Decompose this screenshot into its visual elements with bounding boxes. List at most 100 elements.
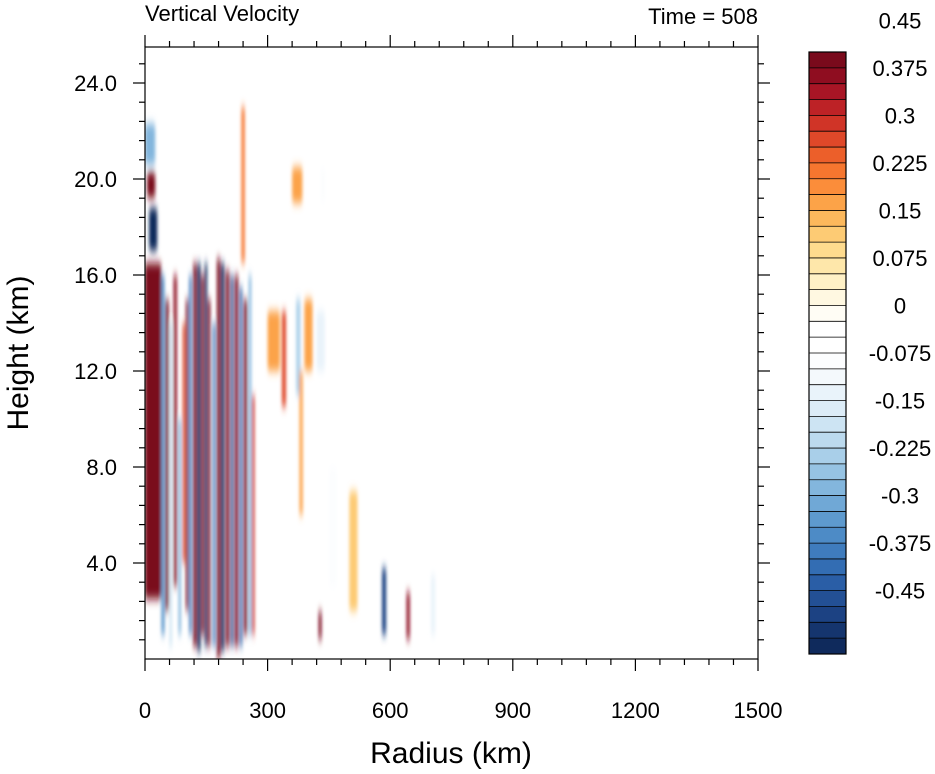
colorbar bbox=[808, 51, 847, 655]
colorbar-label: 0.3 bbox=[885, 103, 916, 128]
colorbar-swatch bbox=[809, 210, 846, 227]
colorbar-swatch bbox=[809, 448, 846, 465]
colorbar-swatch bbox=[809, 194, 846, 211]
velocity-cell-27 bbox=[241, 107, 245, 263]
colorbar-swatch bbox=[809, 337, 846, 354]
colorbar-label: 0 bbox=[894, 293, 906, 318]
colorbar-swatch bbox=[809, 384, 846, 401]
velocity-cell-31 bbox=[299, 371, 303, 515]
chart-title-left: Vertical Velocity bbox=[145, 1, 299, 26]
colorbar-swatch bbox=[809, 67, 846, 84]
velocity-cell-8 bbox=[178, 419, 181, 635]
velocity-cell-29 bbox=[281, 311, 286, 407]
velocity-cell-6 bbox=[169, 323, 172, 647]
colorbar-swatch bbox=[809, 162, 846, 180]
colorbar-swatch bbox=[809, 99, 846, 116]
colorbar-swatch bbox=[809, 590, 846, 607]
colorbar-swatch bbox=[809, 273, 846, 290]
velocity-cell-32 bbox=[304, 299, 313, 371]
velocity-cell-10 bbox=[185, 299, 189, 611]
x-tick-labels: 0 300 600 900 1200 1500 bbox=[139, 698, 783, 723]
colorbar-swatch bbox=[809, 543, 846, 560]
colorbar-swatch bbox=[809, 432, 846, 449]
colorbar-frame bbox=[808, 51, 847, 655]
velocity-cell-9 bbox=[182, 323, 186, 563]
colorbar-swatch bbox=[809, 495, 846, 512]
colorbar-swatch bbox=[809, 83, 846, 100]
colorbar-label: -0.3 bbox=[881, 484, 919, 509]
colorbar-swatch bbox=[809, 178, 846, 195]
velocity-cell-23 bbox=[239, 287, 243, 647]
velocity-cell-21 bbox=[230, 275, 234, 647]
chart-title-right: Time = 508 bbox=[648, 4, 758, 29]
colorbar-labels: 0.45 0.375 0.3 0.225 0.15 0.075 0 -0.075 -0.15 -0… bbox=[869, 8, 931, 603]
y-tick-labels: 4.0 8.0 12.0 16.0 20.0 24.0 bbox=[74, 71, 117, 576]
colorbar-swatch bbox=[809, 511, 846, 528]
colorbar-swatch bbox=[809, 463, 846, 481]
velocity-cell-0 bbox=[145, 263, 162, 599]
x-axis-label: Radius (km) bbox=[370, 737, 532, 770]
colorbar-swatch bbox=[809, 368, 846, 385]
colorbar-swatch bbox=[809, 242, 846, 259]
colorbar-label: 0.375 bbox=[872, 56, 927, 81]
colorbar-label: 0.15 bbox=[879, 198, 922, 223]
x-tick-label: 300 bbox=[249, 698, 286, 723]
y-tick-label: 24.0 bbox=[74, 71, 117, 96]
y-tick-label: 4.0 bbox=[86, 551, 117, 576]
velocity-cell-33 bbox=[316, 311, 325, 371]
velocity-cell-41 bbox=[349, 491, 358, 611]
velocity-cell-26 bbox=[252, 395, 255, 635]
velocity-cell-24 bbox=[243, 299, 248, 635]
colorbar-label: 0.225 bbox=[872, 151, 927, 176]
x-tick-label: 0 bbox=[139, 698, 151, 723]
y-tick-label: 16.0 bbox=[74, 263, 117, 288]
x-tick-label: 1500 bbox=[734, 698, 783, 723]
y-tick-label: 8.0 bbox=[86, 455, 117, 480]
velocity-cell-37 bbox=[382, 567, 387, 635]
velocity-cell-18 bbox=[216, 258, 221, 659]
colorbar-swatch bbox=[809, 574, 846, 591]
colorbar-swatch bbox=[809, 115, 846, 132]
colorbar-label: -0.375 bbox=[869, 531, 931, 556]
colorbar-swatch bbox=[809, 527, 846, 544]
velocity-cell-7 bbox=[173, 275, 177, 587]
velocity-cell-22 bbox=[234, 275, 239, 647]
colorbar-swatch bbox=[809, 321, 846, 338]
x-tick-label: 900 bbox=[494, 698, 531, 723]
colorbar-swatch bbox=[809, 52, 846, 69]
colorbar-swatch bbox=[809, 305, 846, 322]
colorbar-swatch bbox=[809, 353, 846, 370]
colorbar-label: 0.45 bbox=[879, 8, 922, 33]
colorbar-label: 0.075 bbox=[872, 246, 927, 271]
velocity-cell-5 bbox=[165, 299, 169, 611]
colorbar-swatch bbox=[809, 400, 846, 417]
velocity-cell-14 bbox=[201, 275, 204, 635]
x-tick-label: 600 bbox=[372, 698, 409, 723]
colorbar-label: -0.075 bbox=[869, 341, 931, 366]
velocity-cell-15 bbox=[204, 263, 208, 647]
velocity-cell-4 bbox=[161, 275, 165, 635]
velocity-cell-34 bbox=[292, 167, 303, 203]
velocity-cell-35 bbox=[320, 167, 325, 203]
velocity-cell-40 bbox=[328, 467, 338, 587]
x-tick-label: 1200 bbox=[611, 698, 660, 723]
velocity-cell-13 bbox=[197, 263, 201, 652]
velocity-cell-36 bbox=[318, 611, 322, 640]
velocity-cell-39 bbox=[431, 575, 436, 635]
colorbar-swatch bbox=[809, 226, 846, 243]
plot-frame bbox=[144, 46, 759, 660]
colorbar-swatch bbox=[809, 479, 846, 496]
velocity-cell-1 bbox=[149, 207, 158, 251]
colorbar-swatch bbox=[809, 416, 846, 433]
y-axis-label: Height (km) bbox=[2, 275, 35, 430]
heatmap-layer bbox=[145, 107, 436, 659]
colorbar-swatch bbox=[809, 622, 846, 639]
velocity-cell-38 bbox=[406, 591, 410, 640]
axis-ticks bbox=[133, 35, 770, 671]
colorbar-label: -0.15 bbox=[875, 389, 925, 414]
velocity-cell-2 bbox=[147, 171, 156, 199]
velocity-cell-3 bbox=[145, 123, 156, 165]
velocity-cell-25 bbox=[248, 275, 252, 635]
colorbar-swatch bbox=[809, 558, 846, 576]
